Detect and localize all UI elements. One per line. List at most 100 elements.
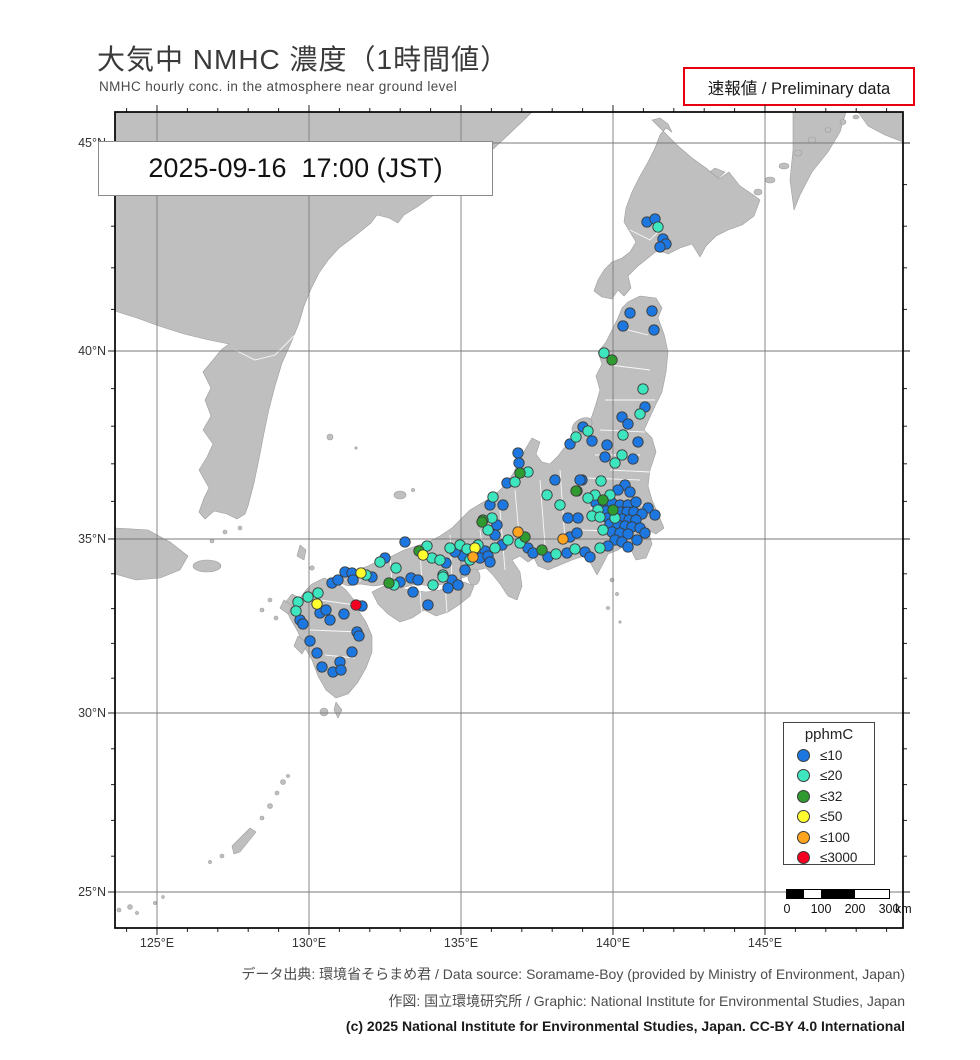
awaji-island: [467, 568, 481, 586]
station-dot: [594, 511, 606, 523]
lat-label: 45°N: [78, 136, 106, 150]
station-dot: [624, 486, 636, 498]
scale-bar-graphic: [786, 889, 890, 899]
station-dot: [437, 571, 449, 583]
scale-bar-unit: km: [895, 902, 912, 916]
map-canvas: [108, 105, 910, 935]
legend-item: ≤20: [784, 766, 874, 787]
station-dot: [597, 494, 609, 506]
station-dot: [374, 556, 386, 568]
station-dot: [512, 526, 524, 538]
station-dot: [320, 604, 332, 616]
station-dot: [422, 599, 434, 611]
station-dot: [632, 436, 644, 448]
station-dot: [512, 447, 524, 459]
station-dot: [606, 354, 618, 366]
lat-label: 25°N: [78, 885, 106, 899]
station-dot: [617, 429, 629, 441]
legend-color-dot: [797, 830, 810, 844]
legend-item: ≤3000: [784, 848, 874, 869]
station-dot: [324, 614, 336, 626]
station-dot: [509, 476, 521, 488]
station-dot: [654, 241, 666, 253]
station-dot: [557, 533, 569, 545]
station-dot: [427, 579, 439, 591]
legend-color-dot: [797, 810, 810, 824]
station-dot: [497, 499, 509, 511]
station-dot: [514, 467, 526, 479]
station-dot: [353, 630, 365, 642]
station-dot: [594, 542, 606, 554]
station-dot: [311, 647, 323, 659]
scale-bar-label: 100: [810, 902, 832, 916]
station-dot: [562, 512, 574, 524]
station-dot: [622, 541, 634, 553]
station-dot: [584, 551, 596, 563]
legend-item-label: ≤3000: [820, 850, 858, 866]
station-dot: [639, 527, 651, 539]
jeju-island: [192, 559, 222, 573]
station-dot: [484, 556, 496, 568]
footer-data-source: データ出典: 環境省そらまめ君 / Data source: Soramame-…: [241, 966, 905, 982]
station-dot: [312, 587, 324, 599]
kuril-corner: [857, 111, 904, 143]
scale-bar: 0 100 200 300 km: [784, 889, 926, 925]
footer-copyright: (c) 2025 National Institute for Environm…: [345, 1018, 905, 1034]
station-dot: [637, 383, 649, 395]
station-dot: [290, 605, 302, 617]
sakhalin: [789, 111, 847, 211]
station-dot: [412, 574, 424, 586]
lon-label: 125°E: [139, 936, 175, 950]
station-dot: [350, 599, 362, 611]
station-dot: [487, 491, 499, 503]
station-dot: [302, 591, 314, 603]
legend-color-dot: [797, 769, 810, 783]
station-dot: [652, 221, 664, 233]
station-dot: [442, 582, 454, 594]
station-dot: [622, 528, 634, 540]
station-dot: [646, 305, 658, 317]
station-dot: [444, 542, 456, 554]
legend-item-label: ≤100: [820, 829, 850, 845]
lat-label: 40°N: [78, 344, 106, 358]
legend-item: ≤32: [784, 786, 874, 807]
hokkaido: [593, 117, 761, 300]
timestamp-box: 2025-09-16 17:00 (JST): [98, 141, 493, 196]
japan-map-svg: [108, 105, 910, 935]
preliminary-data-badge: 速報値 / Preliminary data: [683, 67, 915, 106]
station-dot: [598, 347, 610, 359]
legend-item: ≤50: [784, 807, 874, 828]
station-dot: [347, 574, 359, 586]
station-dot: [574, 474, 586, 486]
lat-label: 35°N: [78, 532, 106, 546]
land-layer: [114, 111, 904, 915]
legend-item-label: ≤10: [820, 747, 843, 763]
station-dot: [597, 524, 609, 536]
lat-label: 30°N: [78, 706, 106, 720]
station-dot: [311, 598, 323, 610]
tanegashima: [333, 701, 343, 719]
station-dot: [634, 408, 646, 420]
oki-islands: [393, 490, 407, 500]
station-dot: [622, 418, 634, 430]
footer-graphic-credit: 作図: 国立環境研究所 / Graphic: National Institut…: [388, 993, 905, 1009]
station-dot: [338, 608, 350, 620]
station-dot: [616, 449, 628, 461]
station-dot: [570, 431, 582, 443]
preliminary-data-label: 速報値 / Preliminary data: [707, 79, 891, 98]
lon-label: 140°E: [595, 936, 631, 950]
lon-label: 130°E: [291, 936, 327, 950]
station-dot: [541, 489, 553, 501]
station-dot: [513, 457, 525, 469]
legend-color-dot: [797, 789, 810, 803]
okinawa-island: [231, 827, 257, 855]
scale-bar-label: 200: [844, 902, 866, 916]
station-dot: [452, 579, 464, 591]
station-dot: [601, 439, 613, 451]
legend-item: ≤10: [784, 745, 874, 766]
station-dot: [399, 536, 411, 548]
station-dot: [570, 485, 582, 497]
station-dot: [549, 474, 561, 486]
station-dot: [582, 425, 594, 437]
